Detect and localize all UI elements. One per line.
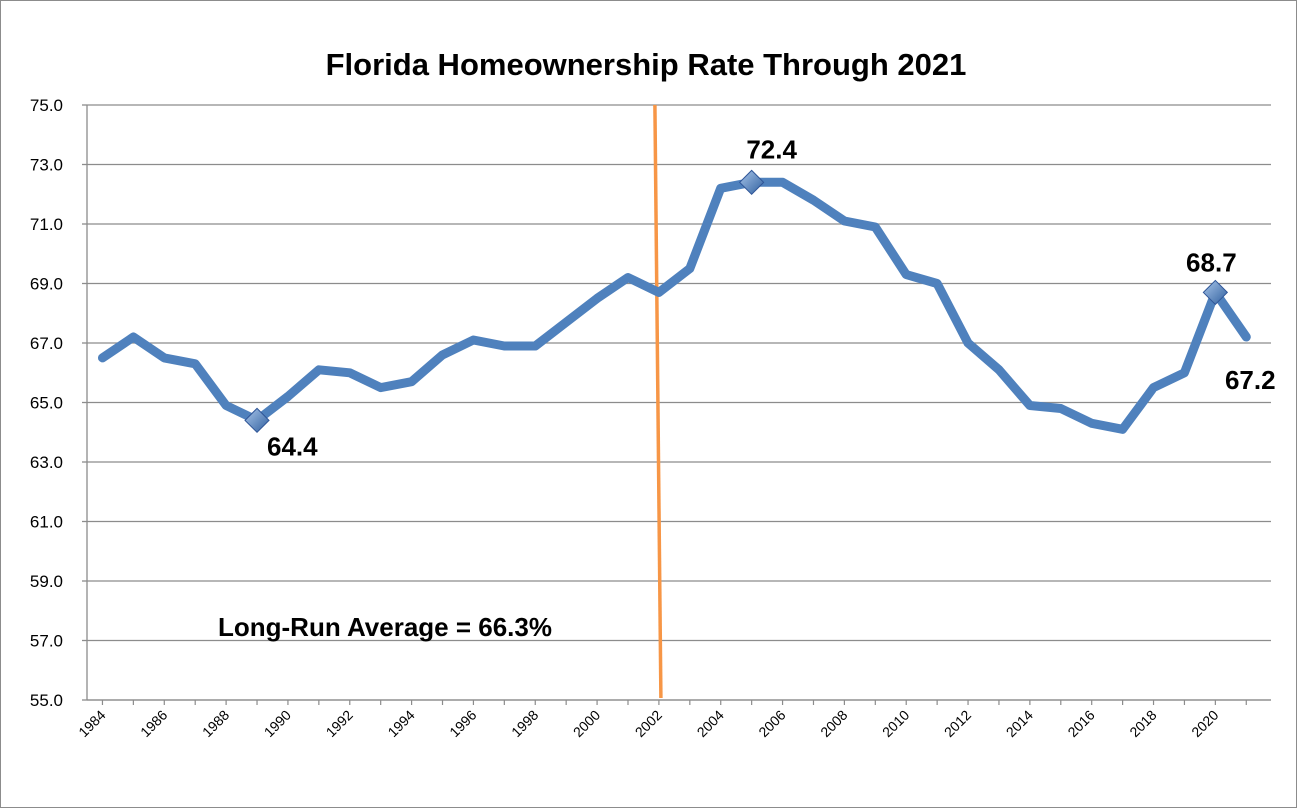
data-point-marker bbox=[244, 407, 270, 434]
y-tick-label: 55.0 bbox=[30, 691, 63, 710]
x-tick-label: 2008 bbox=[817, 707, 850, 740]
data-point-marker bbox=[1202, 279, 1229, 306]
x-tick-label: 1988 bbox=[199, 707, 232, 740]
x-tick-label: 1998 bbox=[508, 707, 541, 740]
x-tick-label: 1984 bbox=[75, 707, 108, 740]
x-tick-label: 2014 bbox=[1003, 707, 1036, 740]
chart-title: Florida Homeownership Rate Through 2021 bbox=[326, 47, 967, 82]
y-axis-ticks: 55.0 57.0 59.0 61.0 63.0 65.0 67.0 69.0 71.0 73.0… bbox=[30, 96, 63, 710]
series-line bbox=[98, 177, 1251, 434]
x-tick-label: 2004 bbox=[694, 707, 727, 740]
y-tick-label: 61.0 bbox=[30, 513, 63, 532]
x-tick-label: 1996 bbox=[446, 707, 479, 740]
x-tick-label: 2000 bbox=[570, 707, 603, 740]
x-tick-label: 2012 bbox=[941, 707, 974, 740]
x-tick-label: 1986 bbox=[137, 707, 170, 740]
x-axis-ticks: 1984 1986 1988 1990 1992 1994 1996 1998 2000 2002… bbox=[75, 707, 1221, 740]
y-tick-label: 75.0 bbox=[30, 96, 63, 115]
y-tick-label: 67.0 bbox=[30, 334, 63, 353]
x-tick-label: 1992 bbox=[323, 707, 356, 740]
long-run-average-annotation: Long-Run Average = 66.3% bbox=[218, 612, 552, 642]
y-tick-label: 65.0 bbox=[30, 394, 63, 413]
data-label: 67.2 bbox=[1225, 365, 1276, 395]
reference-line bbox=[653, 104, 663, 699]
x-tick-label: 2016 bbox=[1064, 707, 1097, 740]
y-tick-label: 71.0 bbox=[30, 215, 63, 234]
series-group bbox=[98, 177, 1251, 434]
x-tick-label: 2020 bbox=[1188, 707, 1221, 740]
markers-group bbox=[244, 169, 1229, 434]
data-label: 72.4 bbox=[746, 134, 797, 164]
data-point-marker bbox=[738, 169, 765, 196]
y-tick-label: 69.0 bbox=[30, 275, 63, 294]
y-tick-label: 59.0 bbox=[30, 572, 63, 591]
x-tick-label: 2002 bbox=[632, 707, 665, 740]
x-tick-label: 1994 bbox=[384, 707, 417, 740]
x-tick-label: 2010 bbox=[879, 707, 912, 740]
reference-line-group bbox=[653, 104, 663, 699]
x-tick-label: 1990 bbox=[261, 707, 294, 740]
data-label: 64.4 bbox=[267, 431, 318, 461]
data-labels-group: 64.4 72.4 68.7 67.2 bbox=[267, 134, 1276, 461]
y-tick-label: 73.0 bbox=[30, 156, 63, 175]
y-tick-label: 57.0 bbox=[30, 632, 63, 651]
x-tick-label: 2018 bbox=[1126, 707, 1159, 740]
y-tick-label: 63.0 bbox=[30, 453, 63, 472]
x-tick-label: 2006 bbox=[755, 707, 788, 740]
data-label: 68.7 bbox=[1186, 247, 1237, 277]
